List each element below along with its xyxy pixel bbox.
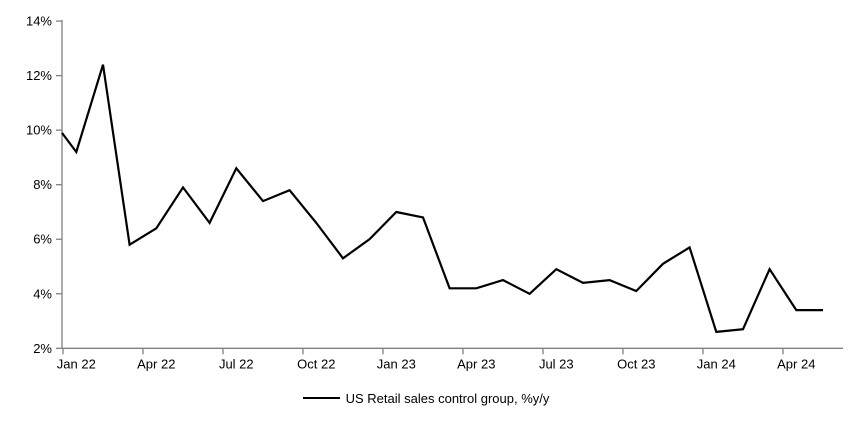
legend-line-marker	[302, 397, 340, 399]
x-axis-tick-label: Jan 22	[57, 356, 96, 371]
y-axis-tick-label: 14%	[26, 14, 52, 29]
y-axis-tick-label: 12%	[26, 68, 52, 83]
y-axis-tick-label: 2%	[33, 341, 52, 356]
x-axis-tick-label: Apr 24	[777, 356, 815, 371]
x-axis-tick-label: Apr 23	[457, 356, 495, 371]
chart-legend: US Retail sales control group, %y/y	[0, 389, 852, 407]
x-axis-tick-label: Jul 22	[219, 356, 254, 371]
y-axis-tick-label: 10%	[26, 123, 52, 138]
y-axis-tick-label: 8%	[33, 177, 52, 192]
x-axis-tick-label: Jan 23	[377, 356, 416, 371]
series-line-retail-sales-control-group	[61, 64, 823, 334]
x-axis-tick-label: Oct 22	[297, 356, 335, 371]
x-axis-tick-label: Oct 23	[617, 356, 655, 371]
x-axis-tick-label: Jul 23	[539, 356, 574, 371]
y-axis-tick-label: 6%	[33, 232, 52, 247]
x-axis-tick-label: Apr 22	[137, 356, 175, 371]
x-axis-tick-label: Jan 24	[697, 356, 736, 371]
y-axis-tick-label: 4%	[33, 286, 52, 301]
legend-series-label: US Retail sales control group, %y/y	[345, 390, 550, 406]
